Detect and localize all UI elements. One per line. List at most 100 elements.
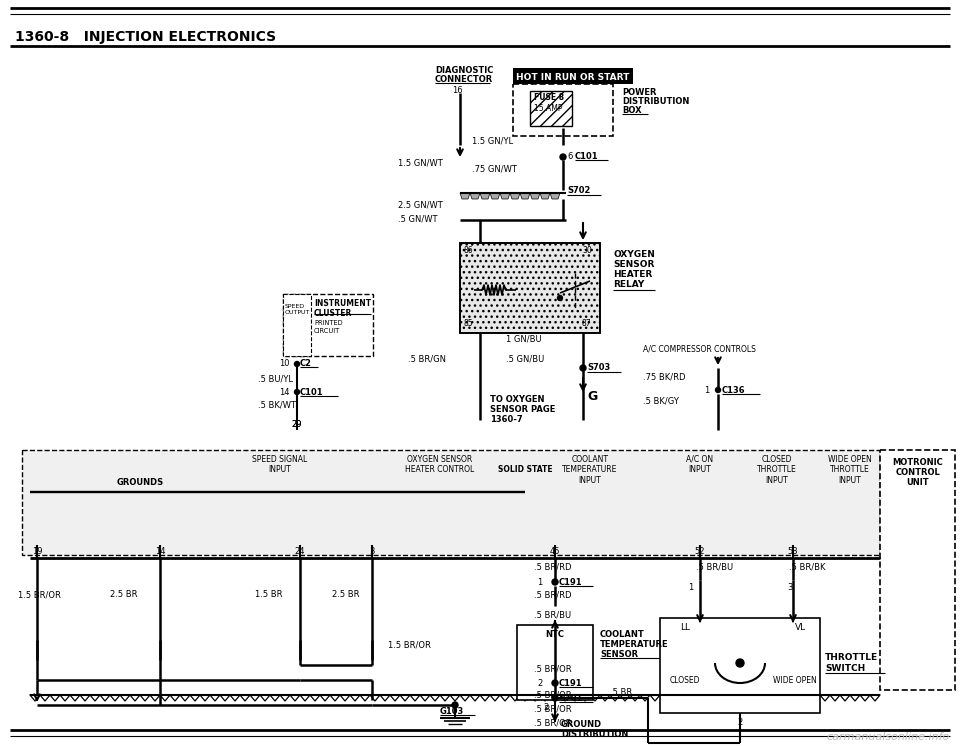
Text: .5 BR/RD: .5 BR/RD	[534, 563, 571, 572]
Text: POWER: POWER	[622, 88, 657, 97]
Text: 1360-7: 1360-7	[490, 415, 522, 424]
Text: TEMPERATURE: TEMPERATURE	[600, 640, 668, 649]
Bar	[660, 618, 820, 713]
Text: 2: 2	[543, 703, 548, 712]
Text: 1: 1	[688, 583, 693, 592]
Text: 1: 1	[704, 386, 709, 395]
Text: 19: 19	[32, 547, 42, 556]
Text: 6: 6	[567, 152, 572, 161]
Polygon shape	[500, 193, 510, 199]
Text: G103: G103	[440, 707, 465, 716]
Text: .5 BR/GN: .5 BR/GN	[408, 355, 446, 364]
Text: 3: 3	[370, 547, 374, 556]
Bar	[513, 68, 633, 84]
Text: SENSOR: SENSOR	[600, 650, 638, 659]
Text: 1.5 BR: 1.5 BR	[255, 590, 282, 599]
Text: 87: 87	[582, 319, 591, 328]
Text: 1.5 GN/YL: 1.5 GN/YL	[472, 136, 514, 145]
Text: 14: 14	[279, 388, 290, 397]
Text: WIDE OPEN
THROTTLE
INPUT: WIDE OPEN THROTTLE INPUT	[828, 455, 872, 485]
Text: C191: C191	[559, 679, 583, 688]
Text: DISTRIBUTION: DISTRIBUTION	[561, 730, 629, 739]
Bar	[530, 91, 572, 126]
Text: .5 BR/RD: .5 BR/RD	[534, 590, 571, 599]
Circle shape	[715, 387, 721, 392]
Text: 53: 53	[788, 547, 799, 556]
Circle shape	[552, 695, 558, 701]
Text: DIAGNOSTIC: DIAGNOSTIC	[435, 66, 493, 75]
Bar	[460, 243, 600, 333]
Text: C101: C101	[575, 152, 599, 161]
Bar	[22, 450, 880, 555]
Polygon shape	[460, 193, 470, 199]
Text: CONTROL: CONTROL	[895, 468, 940, 477]
Text: 29: 29	[291, 420, 301, 429]
Text: 1.5 GN/WT: 1.5 GN/WT	[398, 158, 443, 167]
Polygon shape	[470, 193, 480, 199]
Circle shape	[560, 154, 566, 160]
Text: 1.5 BR/OR: 1.5 BR/OR	[388, 640, 431, 649]
Bar	[283, 294, 373, 356]
Text: 85: 85	[463, 319, 472, 328]
Text: 2: 2	[737, 718, 743, 727]
Bar	[513, 84, 613, 136]
Text: SENSOR: SENSOR	[613, 260, 655, 269]
Text: .5 GN/BU: .5 GN/BU	[506, 355, 544, 364]
Text: INSTRUMENT
CLUSTER: INSTRUMENT CLUSTER	[314, 299, 372, 319]
Text: 2.5 BR: 2.5 BR	[332, 590, 359, 599]
Text: GROUND: GROUND	[561, 720, 602, 729]
Text: SWITCH: SWITCH	[825, 664, 865, 673]
Text: GROUNDS: GROUNDS	[116, 478, 163, 487]
Text: 2.5 BR: 2.5 BR	[110, 590, 137, 599]
Text: 2.5 GN/WT: 2.5 GN/WT	[398, 200, 443, 209]
Text: 52: 52	[695, 547, 706, 556]
Text: .5 BR/BU: .5 BR/BU	[534, 610, 571, 619]
Text: 15 AMP: 15 AMP	[534, 104, 563, 113]
Text: HOT IN RUN OR START: HOT IN RUN OR START	[516, 72, 630, 81]
Polygon shape	[480, 193, 490, 199]
Text: .5 BK/WT: .5 BK/WT	[258, 401, 296, 410]
Text: 2: 2	[537, 679, 542, 688]
Text: .5 BR/OR: .5 BR/OR	[534, 690, 571, 699]
Text: .5 BR/BK: .5 BR/BK	[789, 563, 826, 572]
Text: .75 BK/RD: .75 BK/RD	[643, 372, 685, 381]
Text: .5 BR: .5 BR	[610, 688, 633, 697]
Text: 1.5 BR/OR: 1.5 BR/OR	[18, 590, 60, 599]
Circle shape	[580, 365, 586, 371]
Text: MOTRONIC: MOTRONIC	[892, 458, 943, 467]
Text: HEATER: HEATER	[613, 270, 652, 279]
Circle shape	[552, 680, 558, 686]
Text: SOLID STATE: SOLID STATE	[497, 465, 552, 474]
Text: VL: VL	[795, 623, 805, 632]
Circle shape	[295, 362, 300, 366]
Text: C101: C101	[300, 388, 324, 397]
Text: NTC: NTC	[545, 630, 564, 639]
Text: 29: 29	[291, 420, 301, 429]
Text: .5 GN/WT: .5 GN/WT	[398, 214, 438, 223]
Text: S703: S703	[587, 363, 611, 372]
Polygon shape	[550, 193, 560, 199]
Polygon shape	[490, 193, 500, 199]
Text: 16: 16	[452, 86, 463, 95]
Text: CLOSED
THROTTLE
INPUT: CLOSED THROTTLE INPUT	[757, 455, 797, 485]
Text: A/C COMPRESSOR CONTROLS: A/C COMPRESSOR CONTROLS	[643, 345, 756, 354]
Circle shape	[558, 295, 563, 301]
Text: 3: 3	[787, 583, 792, 592]
Text: C191: C191	[559, 578, 583, 587]
Text: .5 BR/OR: .5 BR/OR	[534, 665, 571, 674]
Bar	[517, 625, 593, 700]
Text: SPEED SIGNAL
INPUT: SPEED SIGNAL INPUT	[252, 455, 307, 474]
Text: CONNECTOR: CONNECTOR	[435, 75, 493, 84]
Text: DISTRIBUTION: DISTRIBUTION	[622, 97, 689, 106]
Text: .5 BR/BU: .5 BR/BU	[696, 563, 733, 572]
Bar	[880, 450, 955, 690]
Text: OXYGEN SENSOR
HEATER CONTROL: OXYGEN SENSOR HEATER CONTROL	[405, 455, 474, 474]
Polygon shape	[520, 193, 530, 199]
Text: COOLANT: COOLANT	[600, 630, 645, 639]
Text: S702: S702	[567, 186, 590, 195]
Text: CIRCUIT: CIRCUIT	[314, 328, 340, 334]
Text: 1360-8   INJECTION ELECTRONICS: 1360-8 INJECTION ELECTRONICS	[15, 30, 276, 44]
Polygon shape	[510, 193, 520, 199]
Bar	[460, 243, 600, 333]
Text: RELAY: RELAY	[613, 280, 644, 289]
